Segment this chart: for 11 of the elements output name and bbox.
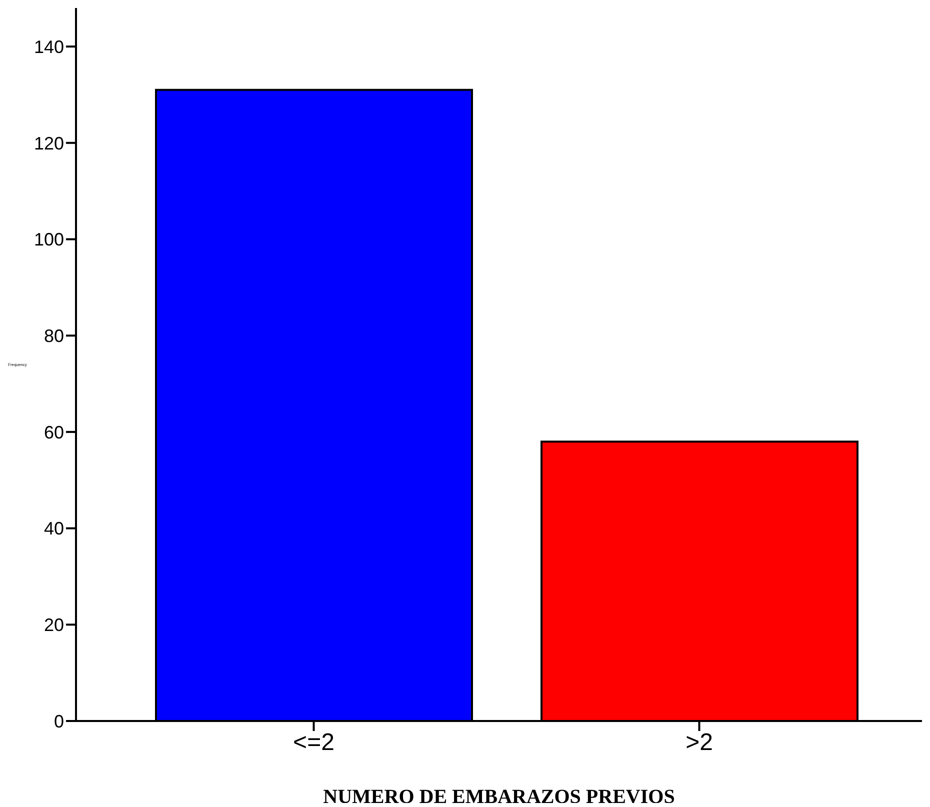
y-tick-label: 140 [34, 36, 64, 57]
y-tick-label: 80 [44, 326, 64, 346]
y-tick-label: 100 [34, 230, 64, 250]
y-tick-label: 120 [34, 133, 64, 154]
y-tick-label: 0 [54, 711, 64, 732]
y-tick-label: 40 [44, 518, 64, 539]
x-tick-label: >2 [686, 729, 713, 756]
y-tick-label: 60 [44, 422, 64, 442]
y-tick-label: 20 [44, 615, 64, 636]
x-tick-label: <=2 [293, 729, 334, 756]
x-axis-title: NUMERO DE EMBARAZOS PREVIOS [323, 786, 675, 807]
